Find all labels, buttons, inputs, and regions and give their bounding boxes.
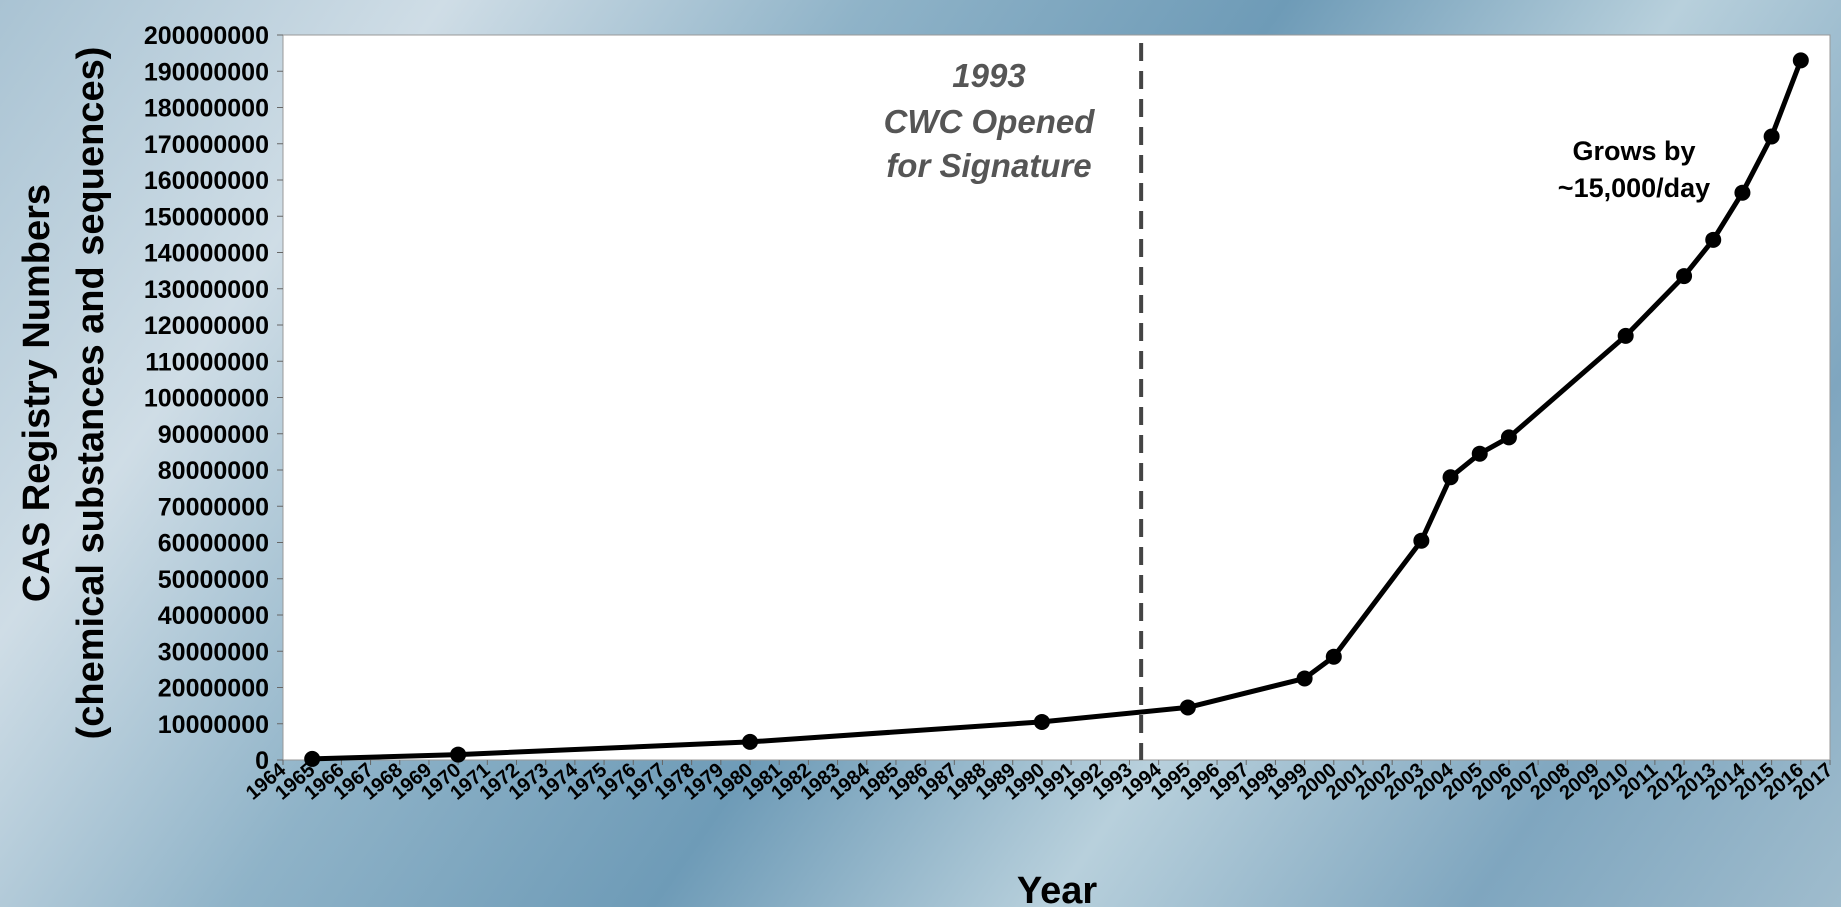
cwc-signature-label: for Signature [886, 147, 1091, 184]
y-tick-label: 180000000 [144, 95, 269, 123]
y-axis-ticks: 0 10000000 20000000 30000000 40000000 5000000… [144, 22, 283, 775]
growth-annotation-line1: Grows by [1572, 136, 1695, 166]
data-point [1442, 469, 1459, 486]
growth-annotation-line2: ~15,000/day [1558, 173, 1710, 203]
y-tick-label: 30000000 [158, 638, 269, 666]
cwc-year-label: 1993 [952, 57, 1025, 94]
data-point [1500, 429, 1517, 446]
data-point [1676, 268, 1693, 285]
y-tick-label: 170000000 [144, 131, 269, 159]
data-point [1413, 532, 1430, 549]
y-tick-label: 80000000 [158, 457, 269, 485]
data-point [450, 746, 467, 763]
data-point [1763, 128, 1780, 145]
y-tick-label: 130000000 [144, 276, 269, 304]
y-tick-label: 0 [255, 747, 269, 775]
data-point [1617, 327, 1634, 344]
y-axis-title-line1: CAS Registry Numbers [16, 184, 58, 602]
y-tick-label: 190000000 [144, 58, 269, 86]
data-point [1471, 445, 1488, 462]
data-point [1734, 184, 1751, 201]
data-point [1033, 713, 1050, 730]
y-axis-title-line2: (chemical substances and sequences) [70, 47, 112, 740]
y-tick-label: 40000000 [158, 602, 269, 630]
y-tick-label: 10000000 [158, 711, 269, 739]
x-axis-title: Year [1017, 870, 1098, 907]
y-tick-label: 160000000 [144, 167, 269, 195]
data-point [1705, 231, 1722, 248]
y-tick-label: 70000000 [158, 493, 269, 521]
y-tick-label: 120000000 [144, 312, 269, 340]
plot-area [282, 34, 1831, 761]
series-group [304, 52, 1809, 767]
data-point [742, 733, 759, 750]
cwc-opened-label: CWC Opened [884, 103, 1096, 140]
y-tick-label: 100000000 [144, 385, 269, 413]
y-tick-label: 200000000 [144, 22, 269, 50]
y-tick-label: 90000000 [158, 421, 269, 449]
y-tick-label: 140000000 [144, 240, 269, 268]
data-point [304, 750, 321, 767]
data-point [1296, 670, 1313, 687]
y-tick-label: 110000000 [145, 348, 269, 376]
y-tick-label: 60000000 [158, 530, 269, 558]
y-tick-label: 50000000 [158, 566, 269, 594]
y-tick-label: 150000000 [144, 203, 269, 231]
x-axis-ticks: 1964196519661967196819691970197119721973… [242, 758, 1837, 804]
data-point [1792, 52, 1809, 69]
y-tick-label: 20000000 [158, 675, 269, 703]
data-point [1179, 699, 1196, 716]
data-point [1325, 648, 1342, 665]
